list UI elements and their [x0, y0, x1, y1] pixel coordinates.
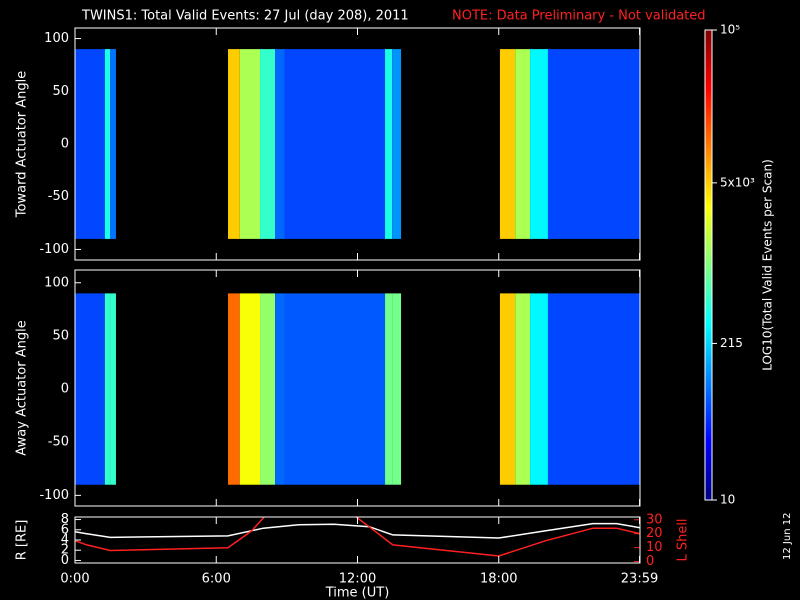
heatmap-cell: [239, 293, 261, 485]
y-tick-label: 50: [52, 84, 69, 99]
heatmap-cell: [275, 49, 285, 239]
y-tick-label: 2: [61, 543, 69, 558]
y-tick-label: 0: [61, 553, 69, 568]
colorbar-tick-label: 215: [720, 336, 743, 350]
heatmap-cell: [284, 293, 386, 485]
note: NOTE: Data Preliminary - Not validated: [452, 9, 706, 24]
heatmap-cell: [228, 49, 240, 239]
y-tick-label: 50: [52, 328, 69, 343]
y-axis-title: Away Actuator Angle: [15, 320, 30, 455]
y-tick-label: 0: [61, 137, 69, 152]
y-axis-title: R [RE]: [15, 520, 30, 561]
heatmap-cell: [110, 49, 116, 239]
heatmap-cell: [104, 49, 111, 239]
heatmap-cell: [547, 49, 640, 239]
heatmap-cell: [385, 49, 393, 239]
y-tick-label: 4: [61, 533, 69, 548]
y-tick-label: -50: [48, 435, 69, 450]
heatmap-cell: [239, 49, 261, 239]
y-tick-label: 0: [61, 382, 69, 397]
heatmap-cell: [515, 49, 531, 239]
data-line: [75, 522, 640, 539]
y-axis-title: Toward Actuator Angle: [15, 71, 30, 218]
x-tick-label: 23:59: [621, 572, 658, 587]
y-tick-label: 0: [646, 554, 654, 569]
heatmap-cell: [499, 49, 516, 239]
data-line: [75, 517, 640, 557]
y-tick-label: 6: [61, 522, 69, 537]
y-tick-label: 8: [61, 512, 69, 527]
heatmap-cell: [275, 293, 285, 485]
heatmap-cell: [104, 293, 111, 485]
y-tick-label: 20: [646, 526, 663, 541]
y-tick-label: 10: [646, 540, 663, 555]
heatmap-cell: [75, 49, 105, 239]
colorbar-tick-label: 10⁵: [720, 23, 740, 37]
heatmap-cell: [75, 293, 105, 485]
y-tick-label: -50: [48, 189, 69, 204]
colorbar: [704, 29, 713, 501]
chart-title: TWINS1: Total Valid Events: 27 Jul (day …: [81, 9, 409, 24]
y-tick-label: 100: [44, 275, 69, 290]
heatmap-cell: [385, 293, 393, 485]
y-tick-label: 100: [44, 31, 69, 46]
heatmap-cell: [284, 49, 386, 239]
y2-axis-title: L Shell: [676, 518, 691, 561]
heatmap-cell: [260, 293, 276, 485]
heatmap-cell: [547, 293, 640, 485]
x-axis-title: Time (UT): [325, 586, 390, 600]
y-tick-label: -100: [39, 488, 69, 503]
line-clip: [75, 517, 640, 557]
heatmap-cell: [515, 293, 531, 485]
x-tick-label: 0:00: [60, 572, 89, 587]
heatmap-cell: [228, 293, 240, 485]
colorbar-tick-label: 10: [720, 493, 735, 507]
heatmap-cell: [530, 293, 548, 485]
colorbar-title: LOG10(Total Valid Events per Scan): [761, 159, 775, 371]
colorbar-tick-label: 5x10³: [720, 175, 755, 189]
heatmap-cell: [530, 49, 548, 239]
heatmap-cell: [260, 49, 276, 239]
heatmap-cell: [499, 293, 516, 485]
heatmap-cell: [392, 49, 402, 239]
y-tick-label: 30: [646, 512, 663, 527]
x-tick-label: 6:00: [202, 572, 231, 587]
x-tick-label: 12:00: [339, 572, 376, 587]
heatmap-cell: [110, 293, 116, 485]
y-tick-label: -100: [39, 242, 69, 257]
heatmap-cell: [392, 293, 402, 485]
x-tick-label: 18:00: [480, 572, 517, 587]
date-stamp: 12 Jun 12: [782, 513, 793, 560]
